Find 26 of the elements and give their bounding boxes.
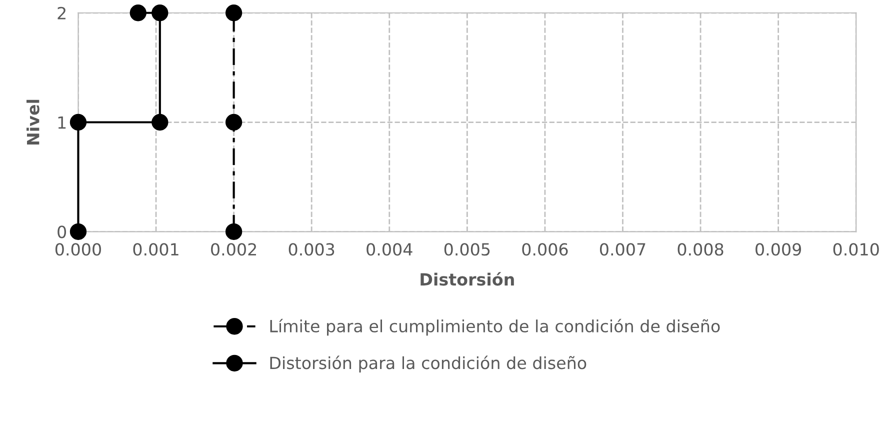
point [225, 4, 242, 22]
point [225, 114, 242, 131]
x-tick-label: 0.010 [833, 243, 879, 256]
x-tick-label: 0.003 [288, 243, 334, 256]
x-tick-label: 0.002 [211, 243, 256, 256]
y-tick-label: 2 [58, 6, 66, 20]
legend-label: Distorsión para la condición de diseño [270, 356, 586, 372]
y-tick-label: 1 [58, 116, 66, 129]
x-tick-label: 0.005 [444, 243, 490, 256]
x-axis-title: Distorsión [420, 272, 514, 286]
y-tick-label: 0 [58, 226, 66, 238]
point [152, 114, 168, 131]
point [70, 114, 87, 131]
point [225, 223, 242, 240]
x-tick-label: 0.001 [133, 243, 178, 256]
x-tick-label: 0.008 [678, 243, 724, 256]
x-tick-label: 0.009 [756, 243, 802, 256]
x-tick-label: 0.000 [55, 243, 101, 256]
x-tick-label: 0.004 [366, 243, 412, 256]
x-tick-label: 0.006 [522, 243, 568, 256]
y-axis-title: Nivel [26, 100, 40, 145]
x-tick-label: 0.007 [600, 243, 646, 256]
point [70, 223, 87, 240]
point [152, 4, 168, 22]
point [130, 4, 146, 22]
legend-label: Límite para el cumplimiento de la condición de diseño [270, 318, 720, 336]
